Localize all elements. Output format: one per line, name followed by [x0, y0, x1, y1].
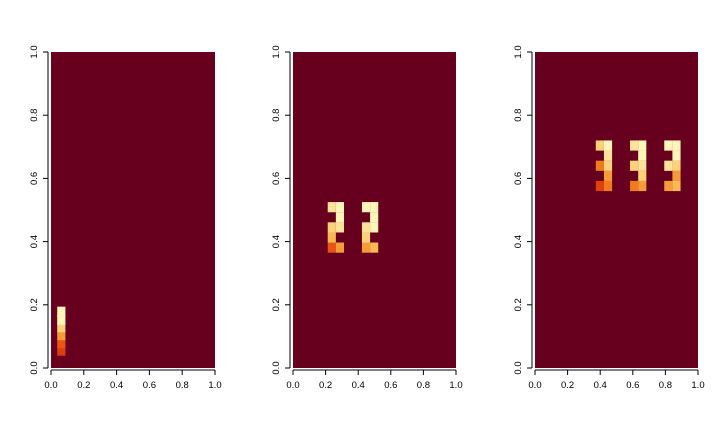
heatmap-cell-22 — [672, 150, 681, 161]
y-tick-label: 0.2 — [29, 298, 40, 311]
heatmap-cell-11 — [638, 170, 647, 181]
y-tick-label: 1.0 — [29, 45, 40, 58]
heatmap-cell-4 — [595, 160, 604, 171]
y-tick-label: 0.0 — [271, 361, 282, 374]
heatmap-cell-8 — [335, 202, 345, 213]
x-tick-label: 0.2 — [561, 380, 574, 391]
heatmap-cell-9 — [361, 242, 371, 253]
heatmap-cell-16 — [638, 140, 647, 151]
heatmap-cell-15 — [630, 140, 639, 151]
y-tick-label: 0.8 — [513, 109, 524, 122]
heatmap-cell-7 — [327, 202, 336, 213]
y-tick-label: 0.6 — [271, 172, 282, 185]
heatmap-cell-1 — [57, 345, 66, 356]
y-tick-label: 0.6 — [29, 172, 40, 185]
chart-panel-1: 0.0 0.2 0.4 0.6 0.8 1.0 0.0 0.2 0.4 0.6 0.8 1.0 — [29, 45, 222, 391]
heatmap-cell-6 — [57, 306, 66, 317]
x-tick-label: 0.2 — [77, 380, 90, 391]
heatmap-cell-6 — [603, 150, 613, 161]
heatmap-cell-5 — [335, 222, 345, 233]
y-tick-label: 0.4 — [513, 235, 524, 248]
plot-background — [535, 52, 698, 368]
heatmap-cell-20 — [664, 160, 673, 171]
chart-panel-3: 0.0 0.2 0.4 0.6 0.8 1.0 0.0 0.2 0.4 0.6 0.8 1.0 — [513, 45, 705, 391]
y-tick-label: 1.0 — [513, 45, 524, 58]
heatmap-cell-13 — [638, 160, 647, 171]
x-tick-label: 0.0 — [528, 380, 541, 391]
heatmap-cell-4 — [327, 222, 336, 233]
heatmap-cell-5 — [57, 314, 66, 325]
heatmap-cell-4 — [57, 322, 66, 333]
x-tick-label: 0.6 — [626, 380, 639, 391]
heatmap-cell-10 — [370, 242, 379, 253]
y-tick-label: 0.0 — [513, 361, 524, 374]
x-tick-label: 0.0 — [44, 380, 57, 391]
heatmap-cell-1 — [327, 242, 336, 253]
heatmap-cell-3 — [603, 170, 613, 181]
x-tick-label: 0.0 — [286, 380, 299, 391]
plot-background — [51, 52, 215, 368]
x-tick-label: 0.8 — [176, 380, 189, 391]
heatmap-cell-12 — [361, 222, 371, 233]
y-tick-label: 0.6 — [513, 172, 524, 185]
y-tick-label: 1.0 — [271, 45, 282, 58]
x-tick-label: 0.4 — [110, 380, 123, 391]
chart-panel-2: 0.0 0.2 0.4 0.6 0.8 1.0 0.0 0.2 0.4 0.6 0.8 1.0 — [271, 45, 463, 391]
heatmap-cell-24 — [672, 140, 681, 151]
x-tick-label: 0.6 — [143, 380, 156, 391]
heatmap-cell-19 — [672, 170, 681, 181]
x-tick-label: 0.4 — [594, 380, 607, 391]
heatmap-cell-5 — [603, 160, 613, 171]
heatmap-cell-3 — [57, 330, 66, 341]
y-tick-label: 0.0 — [29, 361, 40, 374]
y-tick-label: 0.4 — [271, 235, 282, 248]
heatmap-cell-2 — [57, 337, 66, 349]
x-tick-label: 1.0 — [449, 380, 462, 391]
heatmap-cell-12 — [630, 160, 639, 171]
heatmap-cell-8 — [603, 140, 613, 151]
y-tick-label: 0.8 — [271, 109, 282, 122]
y-tick-label: 0.4 — [29, 235, 40, 248]
x-tick-label: 1.0 — [208, 380, 221, 391]
heatmap-cell-10 — [638, 180, 647, 192]
heatmap-cell-14 — [638, 150, 647, 161]
x-tick-label: 0.8 — [417, 380, 430, 391]
x-tick-label: 0.8 — [659, 380, 672, 391]
heatmap-cell-3 — [327, 232, 336, 243]
heatmap-cell-11 — [361, 232, 371, 243]
x-tick-label: 0.2 — [319, 380, 332, 391]
x-tick-label: 0.6 — [384, 380, 397, 391]
heatmap-cell-2 — [603, 180, 613, 192]
x-tick-label: 0.4 — [352, 380, 365, 391]
heatmap-cell-6 — [335, 212, 345, 223]
y-tick-label: 0.2 — [513, 298, 524, 311]
heatmap-cell-1 — [595, 180, 604, 192]
y-tick-label: 0.2 — [271, 298, 282, 311]
heatmap-cell-7 — [595, 140, 604, 151]
heatmap-cell-13 — [370, 222, 379, 233]
heatmap-cell-23 — [664, 140, 673, 151]
x-tick-label: 1.0 — [691, 380, 704, 391]
y-tick-label: 0.8 — [29, 109, 40, 122]
heatmap-cell-2 — [335, 242, 345, 253]
heatmap-cell-16 — [370, 202, 379, 213]
heatmap-cell-21 — [672, 160, 681, 171]
heatmap-cell-9 — [630, 180, 639, 192]
heatmap-cell-17 — [664, 180, 673, 192]
heatmap-cell-15 — [361, 202, 371, 213]
heatmap-cell-14 — [370, 212, 379, 223]
heatmap-cell-18 — [672, 180, 681, 192]
